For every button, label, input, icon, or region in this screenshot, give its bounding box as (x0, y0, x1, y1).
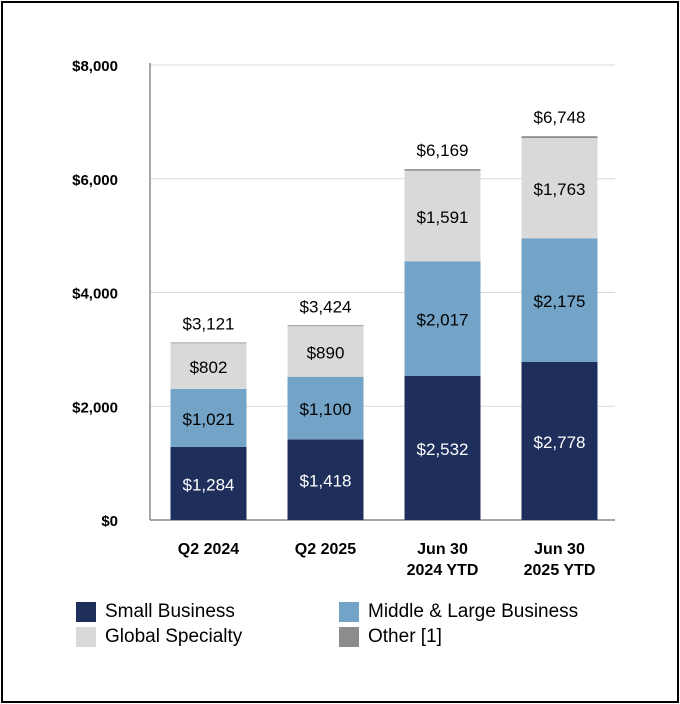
bar-value-label: $802 (190, 358, 228, 377)
legend-label: Small Business (105, 601, 235, 622)
x-category-label: Q2 2025 (295, 541, 356, 558)
bar-segment (287, 376, 364, 440)
bar-total-label: $3,121 (183, 314, 235, 333)
y-tick-label: $2,000 (72, 399, 118, 416)
bar-value-label: $2,017 (417, 311, 469, 330)
stacked-bar-chart: $0 $2,000 $4,000 $6,000 $8,000 $1,284 $1,021 $8… (72, 58, 615, 579)
bar-value-label: $1,763 (534, 180, 586, 199)
bar-total-label: $6,169 (417, 141, 469, 160)
bar-value-label: $1,591 (417, 208, 469, 227)
legend-swatch (339, 602, 359, 622)
legend-label: Global Specialty (105, 626, 243, 647)
bar-value-label: $2,778 (534, 433, 586, 452)
legend-label: Other [1] (368, 626, 442, 647)
bar-segment (404, 261, 481, 376)
bar-value-label: $2,175 (534, 292, 586, 311)
chart-legend: Small Business Middle & Large Business Glo… (76, 600, 636, 650)
bar-segment (521, 136, 598, 139)
bar-value-label: $1,100 (300, 400, 352, 419)
bar-value-label: $1,021 (183, 410, 235, 429)
x-category-label: 2024 YTD (407, 562, 479, 579)
bar-segment (287, 325, 364, 327)
x-category-label: Jun 30 (417, 541, 468, 558)
bar-value-label: $890 (307, 343, 345, 362)
bar-segment (404, 169, 481, 171)
bar-segment (404, 375, 481, 520)
y-tick-label: $6,000 (72, 172, 118, 189)
x-category-label: Q2 2024 (178, 541, 239, 558)
bar-segment (170, 342, 247, 344)
bar-segment (287, 439, 364, 520)
y-tick-label: $8,000 (72, 58, 118, 75)
legend-label: Middle & Large Business (368, 601, 579, 622)
y-tick-label: $0 (101, 513, 118, 530)
bar-segment (521, 362, 598, 520)
bar-segment (170, 446, 247, 520)
legend-swatch (76, 602, 96, 622)
bar-total-label: $6,748 (534, 108, 586, 127)
bar-segment (521, 238, 598, 363)
x-category-label: Jun 30 (534, 541, 585, 558)
legend-item: Other [1] (339, 625, 442, 649)
bar-total-label: $3,424 (300, 297, 352, 316)
bar-segment (170, 343, 247, 389)
bar-value-label: $2,532 (417, 440, 469, 459)
bar-segment (170, 388, 247, 447)
bar-segment (404, 170, 481, 262)
legend-swatch (339, 627, 359, 647)
bar-segment (287, 326, 364, 377)
x-category-label: 2025 YTD (524, 562, 596, 579)
y-tick-label: $4,000 (72, 286, 118, 303)
legend-item: Middle & Large Business (339, 600, 578, 624)
bar-value-label: $1,284 (183, 475, 235, 494)
bar-segment (521, 138, 598, 239)
legend-item: Small Business (76, 600, 235, 624)
bar-value-label: $1,418 (300, 472, 352, 491)
legend-item: Global Specialty (76, 625, 242, 649)
legend-swatch (76, 627, 96, 647)
